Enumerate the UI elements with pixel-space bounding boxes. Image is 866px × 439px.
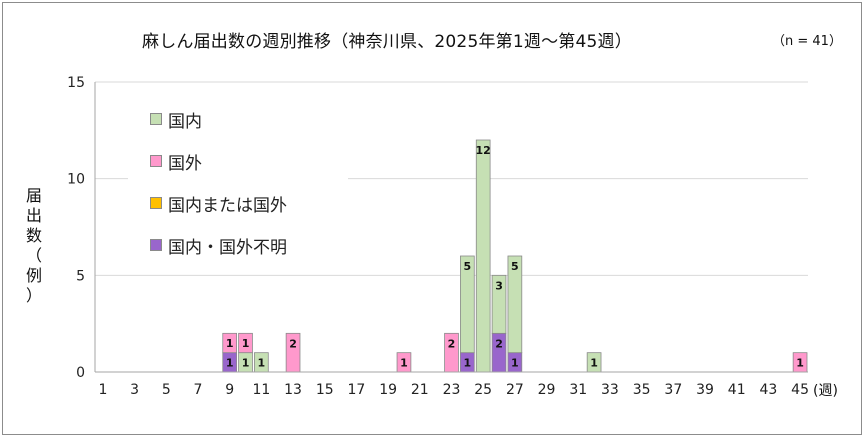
x-tick-label-37: 37 xyxy=(664,382,682,398)
data-label-week-9-series-0: 1 xyxy=(226,356,234,369)
legend: 国内国外国内または国外 国内・国外不明 xyxy=(128,98,348,270)
data-label-week-27-series-1: 5 xyxy=(511,260,519,273)
y-tick-label-0: 0 xyxy=(76,365,85,381)
data-label-week-26-series-0: 2 xyxy=(495,337,503,350)
x-tick-label-3: 3 xyxy=(130,382,139,398)
x-tick-label-21: 21 xyxy=(411,382,429,398)
y-axis-label-char-0: 届 xyxy=(25,186,42,205)
data-label-week-10-series-1: 1 xyxy=(242,356,250,369)
legend-item-0: 国内 xyxy=(150,108,202,132)
x-axis-unit: (週) xyxy=(813,383,838,399)
x-tick-label-39: 39 xyxy=(696,382,714,398)
x-tick-label-7: 7 xyxy=(194,382,203,398)
legend-swatch-3 xyxy=(150,239,162,251)
x-tick-label-41: 41 xyxy=(728,382,746,398)
x-tick-label-27: 27 xyxy=(506,382,524,398)
legend-swatch-1 xyxy=(150,155,162,167)
data-label-week-23-series-2: 2 xyxy=(448,337,456,350)
data-label-week-32-series-1: 1 xyxy=(590,356,598,369)
sample-size-note: （n = 41） xyxy=(772,34,842,49)
x-tick-label-17: 17 xyxy=(348,382,366,398)
x-tick-label-13: 13 xyxy=(284,382,302,398)
y-axis-label-char-5: ） xyxy=(25,286,42,305)
data-label-week-26-series-1: 3 xyxy=(495,279,503,292)
legend-label-2: 国内または国外 xyxy=(168,195,287,216)
x-tick-label-45: 45 xyxy=(791,382,809,398)
bar-week-27-series-1 xyxy=(507,255,523,354)
legend-label-3: 国内・国外不明 xyxy=(168,237,287,258)
x-tick-label-29: 29 xyxy=(538,382,556,398)
legend-label-1: 国外 xyxy=(168,153,202,174)
bar-week-24-series-1 xyxy=(460,255,475,354)
data-label-week-9-series-2: 1 xyxy=(226,337,234,350)
y-axis-label-char-1: 出 xyxy=(25,206,42,225)
y-axis-label: 届出数（例） xyxy=(24,186,44,306)
legend-swatch-0 xyxy=(150,113,162,125)
x-tick-label-43: 43 xyxy=(759,382,777,398)
x-tick-label-31: 31 xyxy=(569,382,587,398)
data-label-week-24-series-1: 5 xyxy=(464,260,472,273)
legend-item-2: 国内または国外 xyxy=(150,192,287,216)
data-label-week-25-series-1: 12 xyxy=(476,144,491,157)
x-tick-label-9: 9 xyxy=(225,382,234,398)
bar-week-10-series-2 xyxy=(238,332,253,354)
x-tick-label-33: 33 xyxy=(601,382,619,398)
data-label-week-27-series-0: 1 xyxy=(511,356,519,369)
bar-week-26-series-1 xyxy=(491,274,507,334)
bar-week-9-series-2 xyxy=(222,332,237,354)
x-tick-label-19: 19 xyxy=(379,382,397,398)
data-label-week-10-series-2: 1 xyxy=(242,337,250,350)
x-tick-label-1: 1 xyxy=(98,382,107,398)
data-label-week-11-series-1: 1 xyxy=(258,356,266,369)
y-axis-label-char-4: 例 xyxy=(25,266,42,285)
legend-label-0: 国内 xyxy=(168,111,202,132)
data-label-week-45-series-2: 1 xyxy=(796,356,804,369)
x-tick-label-23: 23 xyxy=(443,382,461,398)
data-label-week-20-series-2: 1 xyxy=(400,356,408,369)
x-tick-label-25: 25 xyxy=(474,382,492,398)
x-tick-label-5: 5 xyxy=(162,382,171,398)
x-tick-label-35: 35 xyxy=(633,382,651,398)
chart-title: 麻しん届出数の週別推移（神奈川県、2025年第1週～第45週） xyxy=(142,32,632,52)
y-tick-label-5: 5 xyxy=(76,268,85,284)
data-label-week-13-series-2: 2 xyxy=(289,337,297,350)
legend-swatch-2 xyxy=(150,197,162,209)
legend-item-1: 国外 xyxy=(150,150,202,174)
y-tick-label-15: 15 xyxy=(67,75,85,91)
x-tick-label-11: 11 xyxy=(252,382,270,398)
y-tick-label-10: 10 xyxy=(67,172,85,188)
x-tick-label-15: 15 xyxy=(316,382,334,398)
y-axis-label-char-2: 数 xyxy=(25,226,42,245)
data-label-week-24-series-0: 1 xyxy=(464,356,472,369)
bar-week-25-series-1 xyxy=(475,139,491,373)
legend-item-3: 国内・国外不明 xyxy=(150,234,287,258)
y-axis-label-char-3: （ xyxy=(25,246,42,265)
